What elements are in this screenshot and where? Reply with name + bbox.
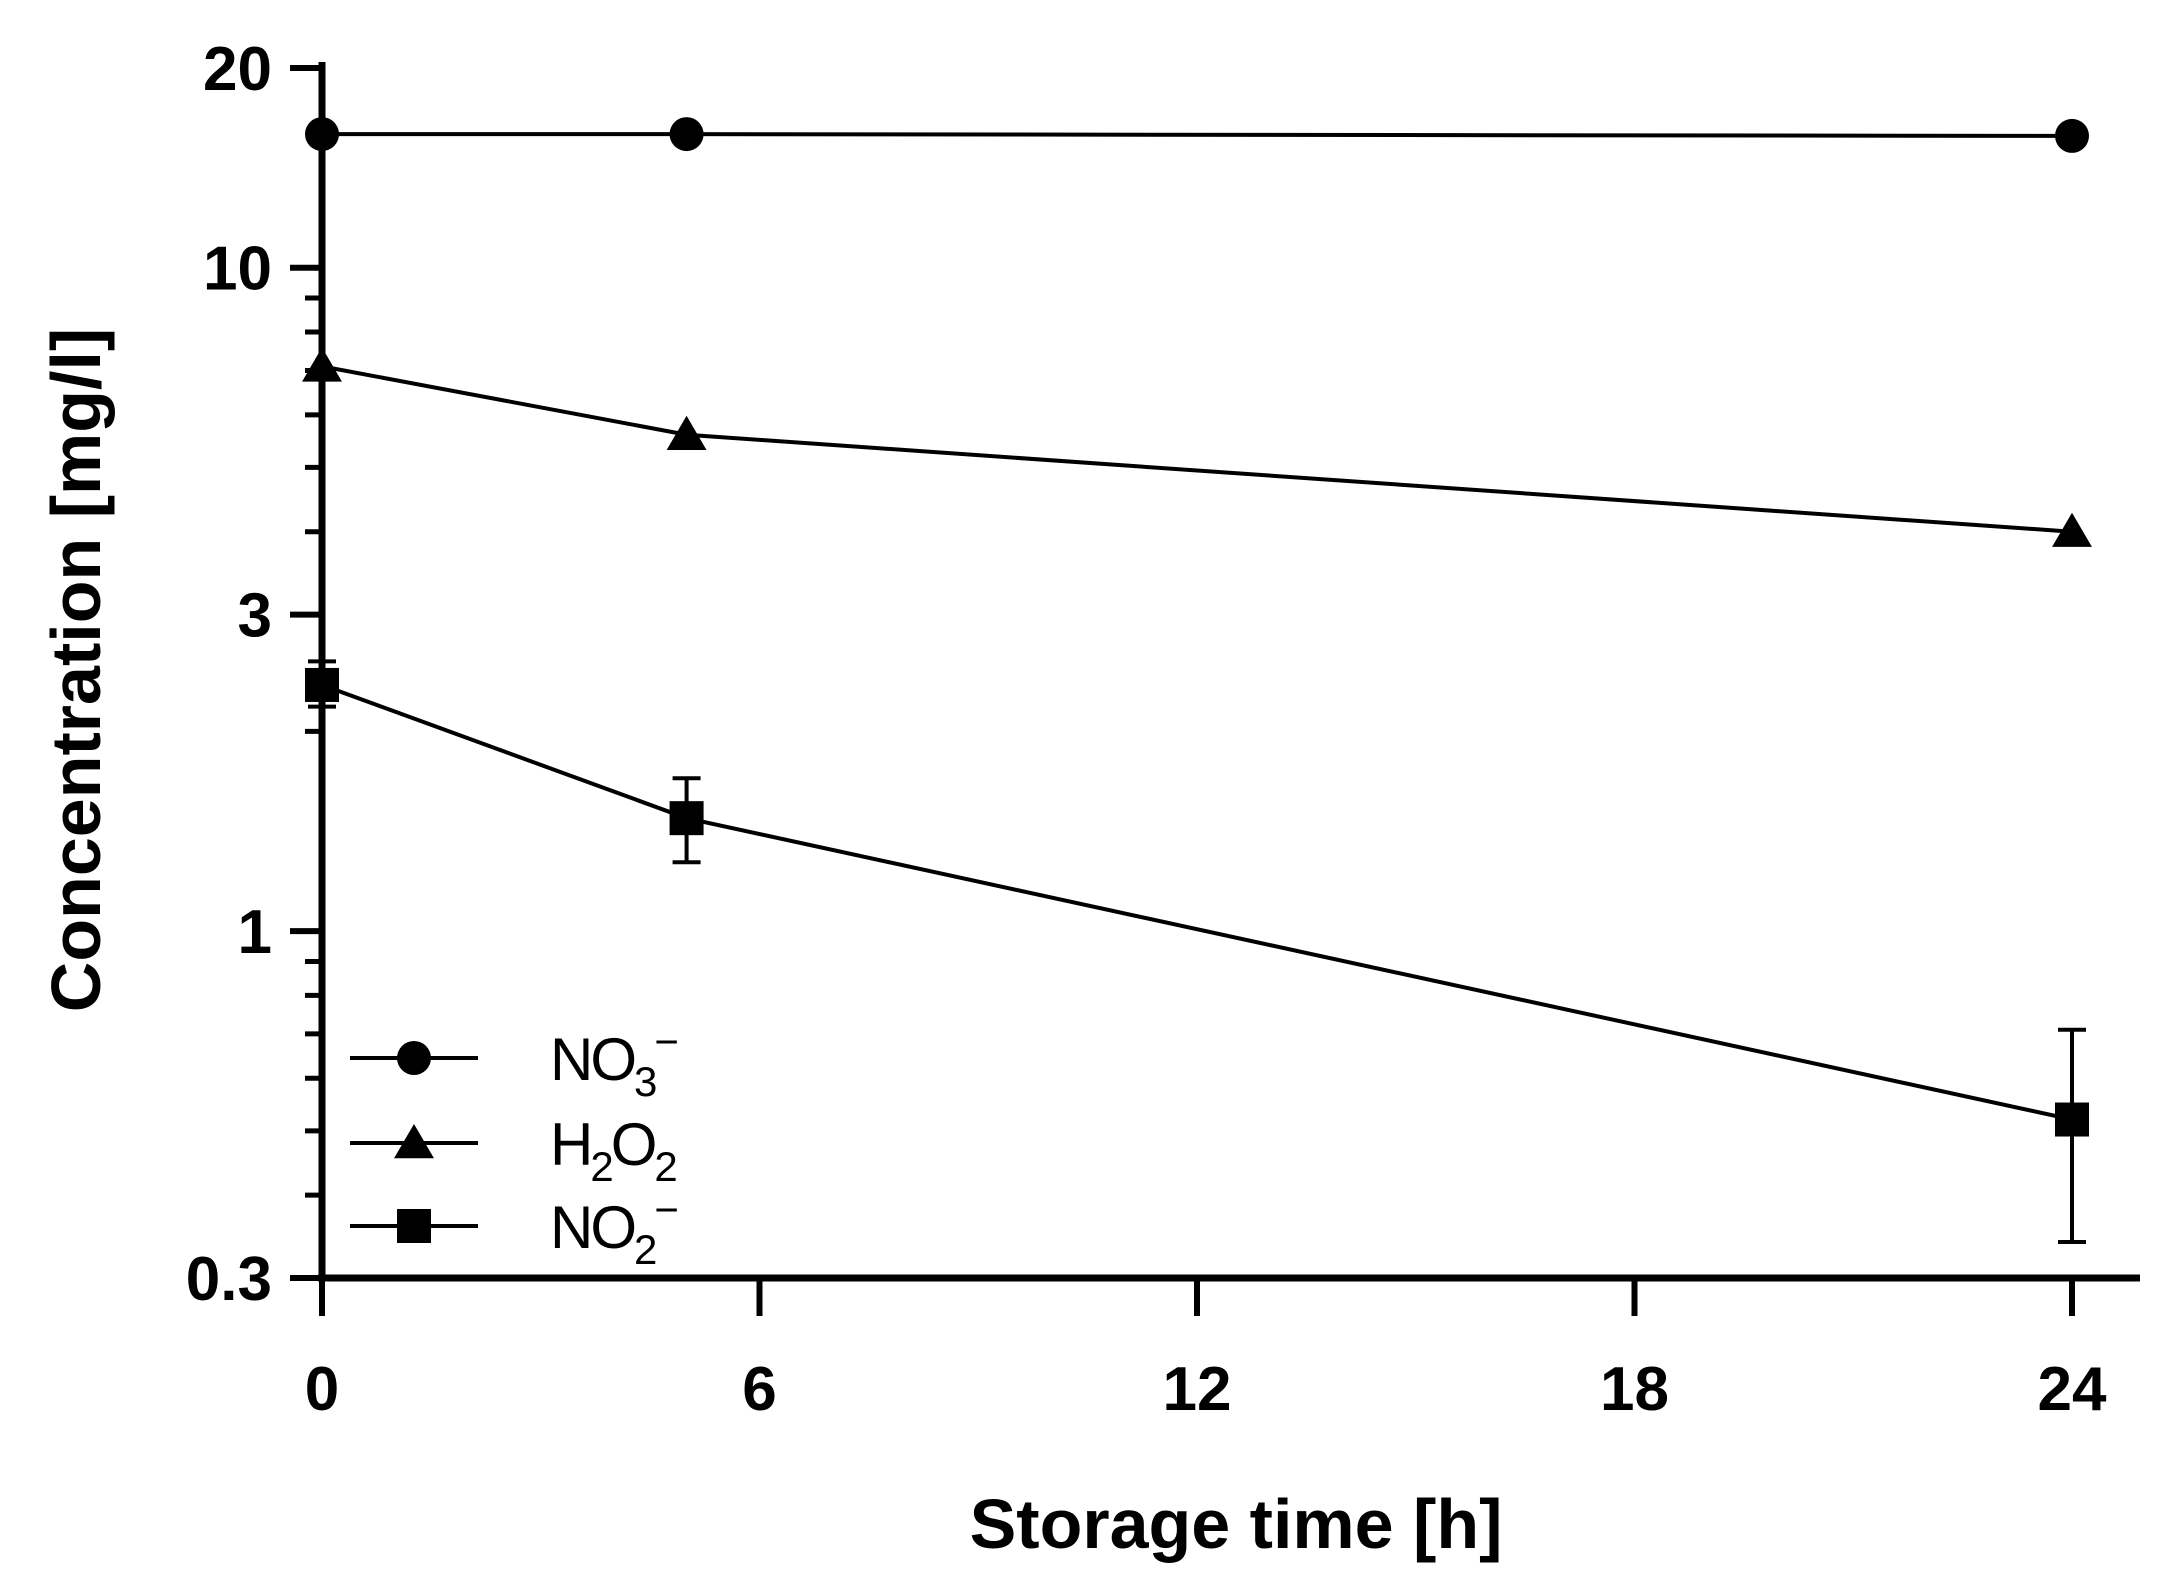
legend-marker-no2 [397, 1209, 431, 1243]
legend-label-no3: NO3− [550, 1018, 677, 1105]
y-ticks: 0.3 1 3 10 20 [186, 35, 322, 1314]
y-tick-label: 20 [203, 35, 272, 104]
data-point-no3 [669, 117, 704, 152]
y-axis-title: Concentration [mg/l] [37, 328, 115, 1012]
legend-marker-h2o2 [394, 1124, 434, 1159]
y-tick-label: 10 [203, 235, 272, 304]
data-point-h2o2 [666, 415, 707, 450]
y-tick-label: 0.3 [186, 1245, 272, 1314]
x-tick-label: 0 [305, 1355, 339, 1424]
x-tick-label: 18 [1600, 1355, 1669, 1424]
y-tick-label: 3 [238, 582, 272, 651]
data-point-no2 [2055, 1102, 2089, 1137]
series-lines [321, 132, 2073, 1122]
data-point-h2o2 [2052, 512, 2092, 547]
x-ticks: 0 6 12 18 24 [305, 1278, 2107, 1424]
y-tick-label: 1 [238, 898, 272, 967]
legend-marker-no3 [397, 1041, 431, 1075]
data-point-no2 [669, 801, 704, 836]
legend-label-no2: NO2− [550, 1186, 677, 1273]
series-markers [302, 117, 2092, 1137]
series-line-h2o2 [321, 364, 2073, 534]
x-tick-label: 12 [1163, 1355, 1232, 1424]
series-line-no3 [322, 132, 2073, 138]
x-tick-label: 24 [2038, 1355, 2107, 1424]
legend-label-h2o2: H2O2 [550, 1111, 676, 1190]
x-axis-title: Storage time [h] [970, 1485, 1503, 1563]
axes [318, 62, 2140, 1282]
x-tick-label: 6 [742, 1355, 776, 1424]
data-point-no3 [2055, 118, 2089, 153]
